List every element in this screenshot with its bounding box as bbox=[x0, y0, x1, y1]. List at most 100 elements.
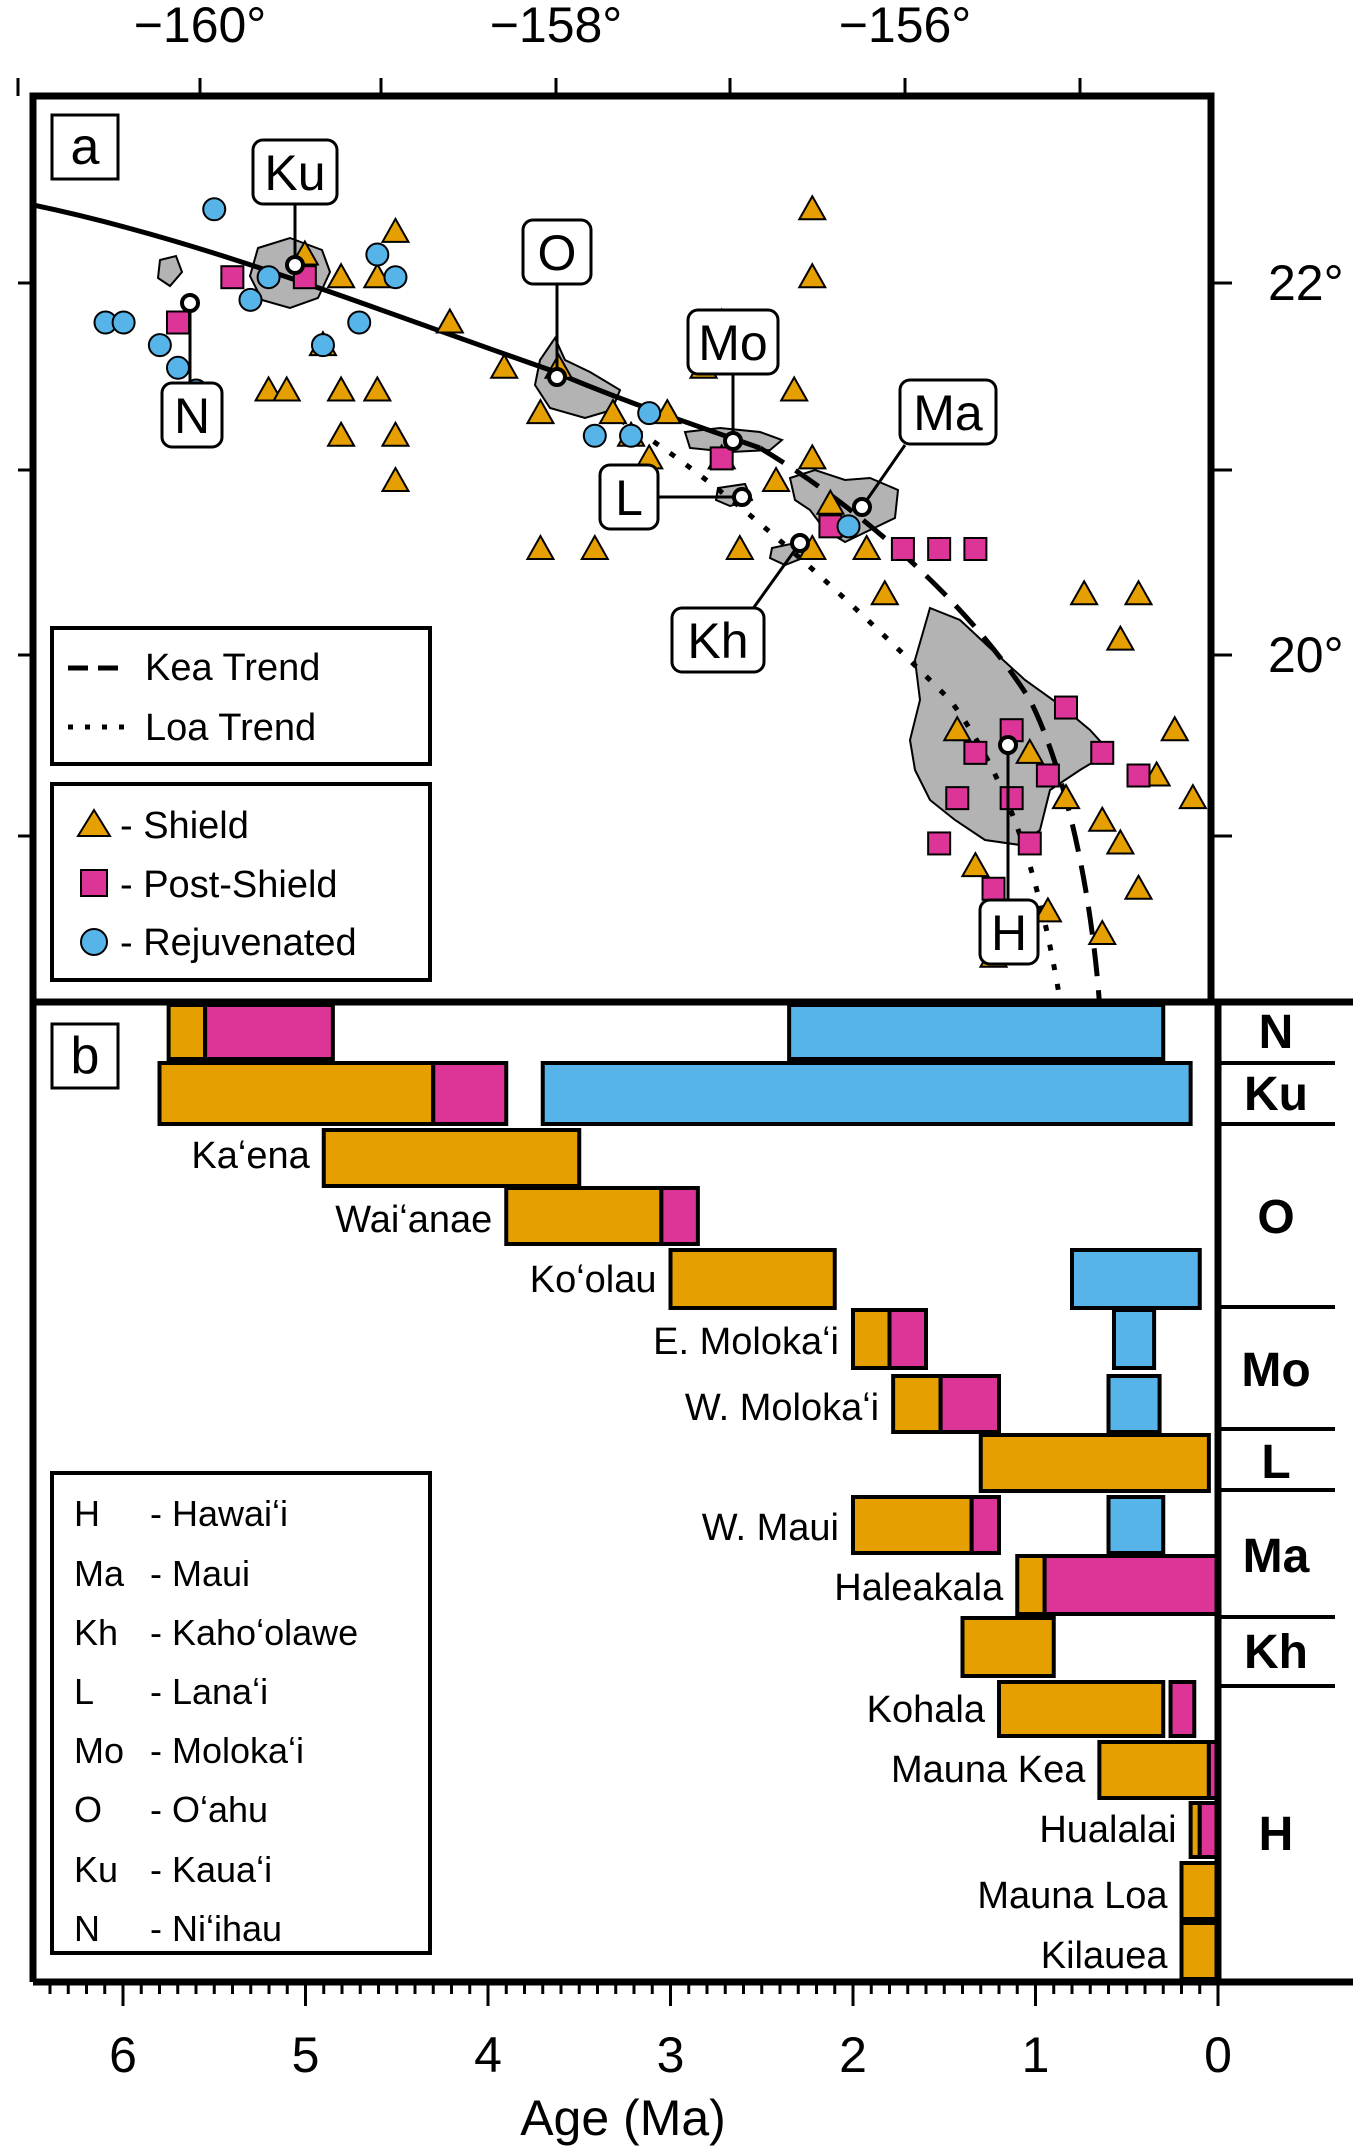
rejuvenated-bar bbox=[1106, 1495, 1166, 1555]
age-tick-label: 5 bbox=[292, 2027, 320, 2083]
age-tick-label: 2 bbox=[839, 2027, 867, 2083]
group-label-o: O bbox=[1257, 1191, 1294, 1244]
shield-bar bbox=[1179, 1861, 1220, 1921]
sample-markers bbox=[93, 194, 1208, 968]
postshield-sample-marker bbox=[709, 446, 734, 471]
kea-trend-line bbox=[758, 445, 1102, 1002]
shield-bar bbox=[891, 1374, 943, 1434]
shield-sample-marker bbox=[489, 352, 519, 379]
volcano-label: Haleakala bbox=[834, 1567, 1004, 1609]
postshield-sample-marker bbox=[1126, 763, 1151, 788]
volcano-label: W. Maui bbox=[702, 1507, 839, 1549]
volcano-label: E. Molokaʻi bbox=[653, 1321, 839, 1363]
group-label-l: L bbox=[1261, 1436, 1290, 1489]
shield-sample-marker bbox=[851, 533, 882, 560]
shield-bar bbox=[960, 1616, 1056, 1678]
age-tick-label: 3 bbox=[657, 2027, 685, 2083]
group-label-ma: Ma bbox=[1243, 1530, 1310, 1583]
trend-legend-label: Loa Trend bbox=[145, 707, 316, 749]
callout-ku: Ku bbox=[264, 145, 325, 201]
callout-ma: Ma bbox=[913, 385, 983, 441]
shield-sample-marker bbox=[797, 262, 828, 289]
legend-abbr: N bbox=[74, 1908, 100, 1949]
shield-sample-marker bbox=[1123, 579, 1154, 606]
shield-sample-marker bbox=[435, 307, 465, 334]
shield-sample-marker bbox=[1178, 783, 1208, 810]
shield-bar bbox=[997, 1680, 1166, 1738]
postshield-sample-marker bbox=[927, 537, 952, 561]
volcano-label: Kaʻena bbox=[191, 1135, 310, 1177]
shield-sample-marker bbox=[525, 398, 556, 425]
age-axis: 6 5 4 3 2 1 0 bbox=[48, 1982, 1232, 2083]
postshield-bar bbox=[1168, 1680, 1197, 1738]
shield-sample-marker bbox=[380, 466, 411, 493]
callout-box-ku bbox=[251, 138, 339, 206]
postshield-sample-marker bbox=[945, 786, 970, 811]
shield-sample-marker bbox=[326, 262, 356, 289]
shield-bar bbox=[851, 1308, 892, 1370]
shield-sample-marker bbox=[1123, 873, 1154, 900]
postshield-sample-marker bbox=[999, 786, 1024, 811]
shield-sample-marker bbox=[797, 194, 828, 221]
postshield-bar bbox=[969, 1495, 1001, 1555]
stage-legend-label: - Shield bbox=[120, 805, 249, 847]
postshield-sample-marker bbox=[1017, 831, 1042, 856]
panel-a-letter-box bbox=[50, 113, 120, 181]
rejuvenated-sample-marker bbox=[383, 265, 408, 290]
rejuvenated-legend-icon bbox=[80, 928, 108, 956]
shield-sample-marker bbox=[761, 466, 791, 493]
age-tick-label: 1 bbox=[1022, 2027, 1050, 2083]
legend-abbr: O bbox=[74, 1789, 102, 1830]
rejuvenated-bar bbox=[540, 1061, 1193, 1126]
legend-abbr: Ku bbox=[74, 1849, 118, 1890]
trend-legend-label: Kea Trend bbox=[145, 647, 320, 689]
map-x-tick-label: −160° bbox=[134, 0, 267, 53]
map-x-tick-label: −156° bbox=[839, 0, 972, 53]
legend-island: - Niʻihau bbox=[150, 1908, 282, 1949]
shield-sample-marker bbox=[253, 375, 284, 402]
map-y-tick-label: 22° bbox=[1268, 255, 1344, 311]
callout-mo: Mo bbox=[698, 315, 767, 371]
postshield-bar bbox=[659, 1186, 700, 1246]
legend-abbr: Ma bbox=[74, 1553, 125, 1594]
postshield-sample-marker bbox=[165, 310, 190, 335]
rejuvenated-sample-marker bbox=[582, 423, 607, 448]
volcano-label: Kilauea bbox=[1041, 1935, 1169, 1977]
shield-bar bbox=[668, 1248, 837, 1310]
postshield-bar bbox=[938, 1374, 1001, 1434]
rejuvenated-sample-marker bbox=[637, 401, 662, 426]
age-bars: Kaʻena Waiʻanae Koʻolau E. Molokaʻi W. Molok… bbox=[157, 1003, 1220, 1981]
loa-trend-line bbox=[618, 417, 1063, 1001]
shield-bar bbox=[1015, 1554, 1047, 1616]
shield-sample-marker bbox=[362, 375, 393, 402]
postshield-sample-marker bbox=[963, 537, 988, 561]
shield-bar bbox=[1097, 1740, 1211, 1800]
volcano-label: Kohala bbox=[867, 1689, 986, 1731]
postshield-bar bbox=[203, 1003, 335, 1061]
legend-island: - Kauaʻi bbox=[150, 1849, 272, 1890]
shield-legend-icon bbox=[76, 808, 112, 837]
callout-box-l bbox=[598, 463, 660, 531]
volcano-label: Mauna Kea bbox=[891, 1749, 1086, 1791]
volcano-label: Koʻolau bbox=[530, 1259, 657, 1301]
shield-sample-marker bbox=[380, 216, 411, 243]
volcano-label: Hualalai bbox=[1039, 1809, 1176, 1851]
panel-b-letter-box bbox=[50, 1022, 120, 1090]
postshield-sample-marker bbox=[927, 831, 952, 856]
postshield-sample-marker bbox=[1090, 740, 1115, 765]
volcano-label: Waiʻanae bbox=[335, 1199, 492, 1241]
stage-legend: - Shield - Post-Shield - Rejuvenated bbox=[50, 782, 432, 982]
shield-sample-marker bbox=[870, 579, 900, 606]
postshield-sample-marker bbox=[1054, 695, 1079, 720]
rejuvenated-sample-marker bbox=[111, 310, 136, 335]
callout-o: O bbox=[538, 225, 577, 281]
group-label-h: H bbox=[1259, 1808, 1294, 1861]
postshield-bar bbox=[887, 1308, 928, 1370]
rejuvenated-bar bbox=[1111, 1308, 1157, 1370]
age-tick-label: 0 bbox=[1204, 2027, 1232, 2083]
rejuvenated-bar bbox=[787, 1003, 1166, 1061]
rejuvenated-bar bbox=[1070, 1248, 1202, 1310]
postshield-sample-marker bbox=[890, 537, 915, 561]
callout-box-ma bbox=[898, 378, 998, 446]
